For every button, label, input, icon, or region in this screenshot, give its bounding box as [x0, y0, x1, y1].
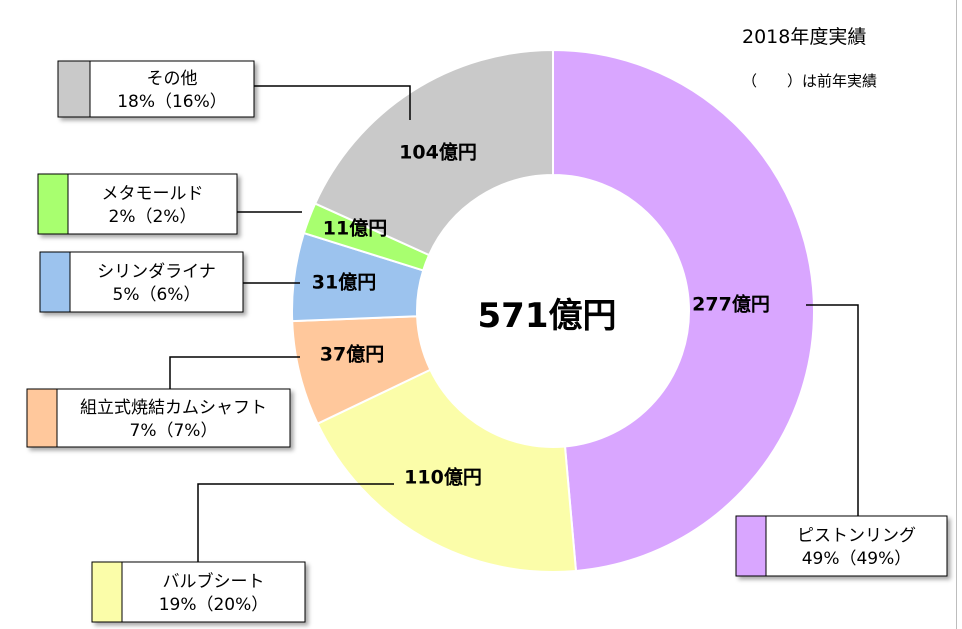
legend-swatch — [735, 515, 767, 577]
callout-box — [39, 251, 244, 313]
legend-callout: メタモールド 2%（2%） — [37, 173, 238, 235]
chart-note: （ ）は前年実績 — [742, 72, 878, 90]
share-label: 5%（6%） — [113, 285, 201, 305]
slice-5 — [313, 48, 554, 257]
value-label: 104億円 — [399, 141, 477, 164]
legend-callout: 組立式焼結カムシャフト 7%（7%） — [26, 388, 291, 448]
series-name: シリンダライナ — [97, 262, 216, 282]
callout-box — [735, 515, 948, 577]
share-label: 18%（16%） — [117, 92, 227, 112]
legend-callouts: ピストンリング 49%（49%） バルブシート 19%（20%） 組立式焼結カムシャフト… — [26, 60, 948, 623]
share-label: 19%（20%） — [159, 595, 269, 615]
share-label: 2%（2%） — [109, 207, 197, 227]
legend-swatch — [57, 60, 91, 118]
chart-title: 2018年度実績 — [742, 26, 867, 48]
series-name: メタモールド — [102, 184, 204, 204]
legend-swatch — [39, 251, 71, 313]
legend-callout: ピストンリング 49%（49%） — [735, 515, 948, 577]
series-name: 組立式焼結カムシャフト — [80, 398, 267, 418]
share-label: 7%（7%） — [130, 421, 218, 441]
share-label: 49%（49%） — [802, 549, 912, 569]
value-label: 31億円 — [312, 271, 376, 294]
leader-line — [806, 304, 859, 516]
value-label: 37億円 — [320, 343, 384, 366]
callout-box — [91, 561, 306, 623]
callout-box — [37, 173, 238, 235]
legend-callout: シリンダライナ 5%（6%） — [39, 251, 244, 313]
frame-edge — [956, 0, 957, 629]
series-name: その他 — [147, 69, 198, 89]
legend-swatch — [91, 561, 123, 623]
value-label: 110億円 — [404, 466, 482, 489]
donut-slices — [291, 48, 815, 573]
leader-lines — [169, 85, 859, 562]
value-labels: 277億円 110億円 37億円 31億円 11億円 104億円 — [312, 141, 770, 489]
callout-box — [26, 388, 291, 448]
total-label: 571億円 — [478, 296, 617, 336]
legend-callout: バルブシート 19%（20%） — [91, 561, 306, 623]
leader-line — [254, 85, 411, 120]
value-label: 277億円 — [692, 293, 770, 316]
slice-0 — [552, 48, 815, 573]
legend-swatch — [37, 173, 69, 235]
leader-line — [197, 483, 394, 562]
legend-swatch — [26, 388, 58, 448]
legend-callout: その他 18%（16%） — [57, 60, 255, 118]
slice-1 — [316, 368, 578, 573]
leader-line — [169, 356, 300, 389]
value-label: 11億円 — [323, 217, 387, 240]
series-name: ピストンリング — [797, 526, 916, 546]
series-name: バルブシート — [163, 571, 265, 592]
